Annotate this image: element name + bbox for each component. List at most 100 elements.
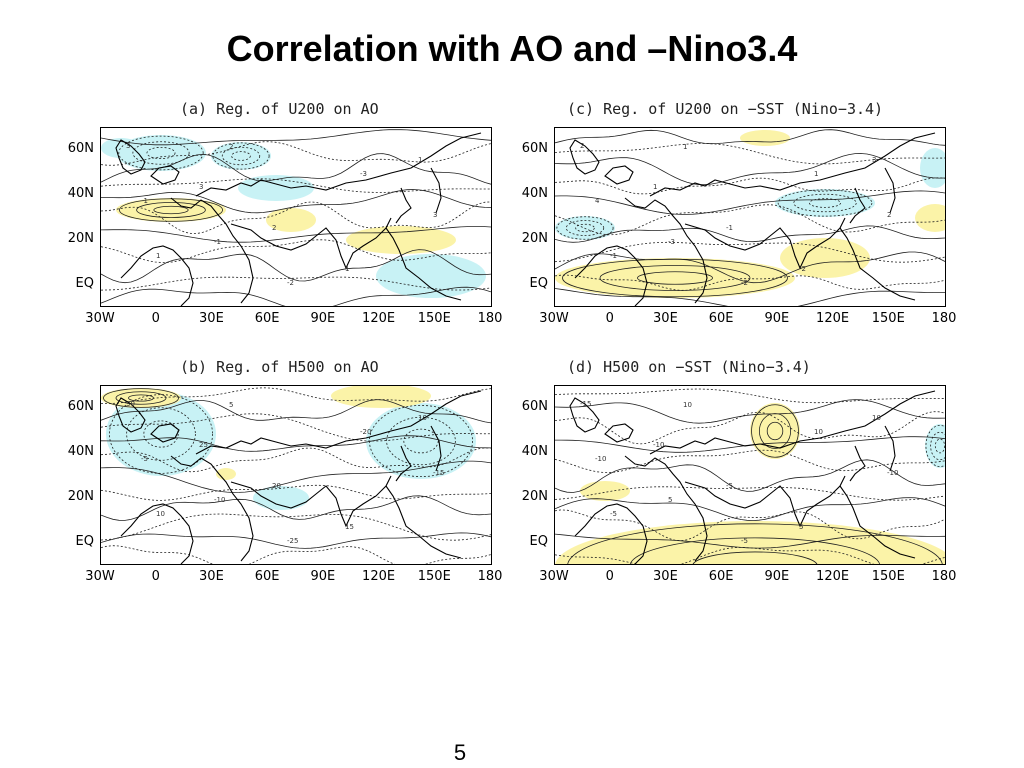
- slide-title: Correlation with AO and –Nino3.4: [226, 28, 798, 69]
- contour-label: 10: [814, 428, 823, 436]
- positive-shading-0: [750, 403, 800, 459]
- contour-ring-1-2: [629, 537, 881, 564]
- panel-b-title: (b) Reg. of H500 on AO: [180, 358, 379, 376]
- contour-label: -2: [287, 279, 294, 287]
- contour-label: -10: [595, 455, 606, 463]
- coastline-3: [230, 217, 392, 270]
- contour-ring-2-2: [136, 202, 206, 218]
- y-tick-label: 40N: [521, 444, 548, 459]
- x-tick-label: 120E: [816, 311, 850, 326]
- negative-shading-1: [211, 142, 271, 170]
- y-tick-label: EQ: [529, 534, 548, 549]
- contour-label: 3: [199, 183, 203, 191]
- contour-label: 30: [126, 400, 135, 408]
- coastline-3: [230, 475, 392, 528]
- x-tick-label: 180: [931, 569, 957, 584]
- x-tick-label: 90E: [310, 311, 336, 326]
- contour-line-1: [101, 399, 491, 424]
- coastline-7: [569, 139, 600, 175]
- contour-line-9: [101, 532, 491, 549]
- contour-label: -5: [726, 482, 733, 490]
- y-tick-label: 20N: [67, 231, 94, 246]
- contour-label: -10: [214, 496, 225, 504]
- contour-label: 1: [683, 143, 687, 151]
- negative-shading-2: [366, 403, 476, 479]
- contour-label: -15: [580, 400, 591, 408]
- coastline-8: [150, 423, 180, 443]
- x-tick-label: 180: [477, 311, 503, 326]
- contour-ring-0-2: [126, 407, 196, 461]
- negative-shading-6: [376, 254, 486, 298]
- contour-line-10: [555, 288, 945, 306]
- coastline-7: [569, 397, 600, 433]
- contour-label: 10: [418, 414, 427, 422]
- coastline-3: [684, 217, 846, 270]
- x-tick-label: 150E: [871, 311, 905, 326]
- x-tick-label: 120E: [362, 569, 396, 584]
- page-number: 5: [453, 740, 467, 765]
- negative-shading-4: [238, 175, 314, 201]
- contour-ring-0-1: [143, 420, 179, 448]
- x-tick-label: 180: [931, 311, 957, 326]
- y-tick-label: 60N: [67, 399, 94, 414]
- x-tick-label: 30W: [539, 569, 569, 584]
- contour-label: -2: [799, 265, 806, 273]
- x-tick-label: 60E: [708, 569, 734, 584]
- contour-line-6: [555, 486, 945, 501]
- contour-ring-1-3: [567, 523, 943, 564]
- contour-line-1: [555, 142, 945, 165]
- x-tick-label: 30W: [85, 569, 115, 584]
- x-tick-label: 0: [605, 569, 614, 584]
- contour-label: -20: [360, 428, 371, 436]
- coastline-6: [430, 425, 442, 472]
- contour-ring-0-2: [565, 220, 605, 236]
- x-tick-label: 90E: [310, 569, 336, 584]
- negative-shading-0: [106, 392, 216, 476]
- y-tick-label: 60N: [521, 399, 548, 414]
- panel-a-map: 3 3 2 1 1 -1 -1 -2 -3 3 1 2: [100, 127, 492, 307]
- x-tick-label: 60E: [708, 311, 734, 326]
- positive-shading-1: [555, 521, 945, 564]
- x-tick-label: 60E: [254, 311, 280, 326]
- coastline-2: [120, 245, 194, 306]
- contour-label: 20: [272, 482, 281, 490]
- contour-label: 10: [156, 510, 165, 518]
- contour-ring-1-3: [103, 388, 179, 408]
- x-tick-label: 180: [477, 569, 503, 584]
- contour-label: 10: [872, 414, 881, 422]
- x-tick-label: 30E: [199, 569, 224, 584]
- contour-ring-1-2: [221, 146, 261, 166]
- coastline-8: [604, 165, 634, 185]
- coastline-6: [430, 167, 442, 214]
- negative-shading-5: [920, 148, 945, 188]
- contour-label: -5: [741, 537, 748, 545]
- x-tick-label: 150E: [417, 569, 451, 584]
- contour-label: -3: [668, 238, 675, 246]
- contour-ring-0-3: [556, 216, 614, 240]
- panel-a-title: (a) Reg. of U200 on AO: [180, 100, 379, 118]
- y-tick-label: EQ: [529, 276, 548, 291]
- contour-label: 15: [345, 523, 354, 531]
- contour-label: -15: [433, 469, 444, 477]
- contour-line-7: [101, 239, 491, 263]
- positive-shading-4: [915, 204, 945, 232]
- contour-ring-0-3: [118, 135, 204, 171]
- coastline-3: [684, 475, 846, 528]
- contour-line-5: [555, 459, 945, 493]
- positive-shading-3: [266, 208, 316, 232]
- contour-line-0: [555, 129, 945, 146]
- contour-ring-1-2: [599, 265, 751, 291]
- coastline-2: [574, 503, 648, 564]
- contour-line-5: [555, 204, 945, 236]
- y-tick-label: 20N: [521, 231, 548, 246]
- contour-ring-0-1: [146, 146, 176, 160]
- x-tick-label: 150E: [417, 311, 451, 326]
- y-tick-label: 40N: [521, 186, 548, 201]
- contour-label: 3: [872, 156, 876, 164]
- coastline-8: [604, 423, 634, 443]
- positive-shading-3: [740, 130, 790, 146]
- coastline-7: [115, 139, 146, 175]
- x-tick-label: 30W: [85, 311, 115, 326]
- x-tick-label: 60E: [254, 569, 280, 584]
- contour-line-1: [555, 399, 945, 424]
